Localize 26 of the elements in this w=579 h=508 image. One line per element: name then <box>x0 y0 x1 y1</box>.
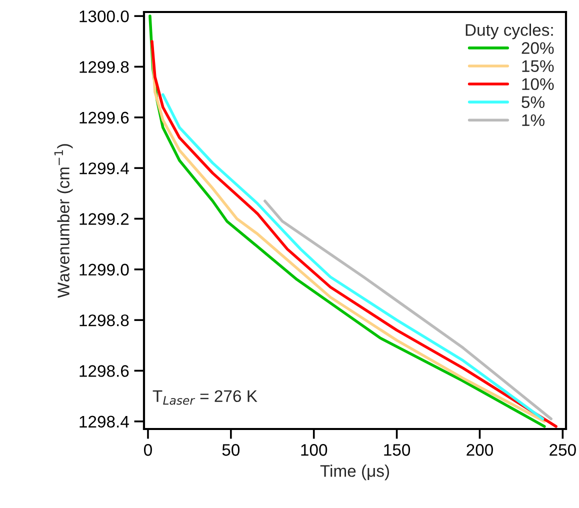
legend-label: 1% <box>522 114 544 126</box>
x-tick-label: 0 <box>144 444 152 456</box>
y-tick-label: 1299.8 <box>80 61 129 73</box>
line-series <box>264 200 552 420</box>
y-tick-label: 1299.4 <box>80 162 129 174</box>
x-tick-label: 150 <box>384 444 410 456</box>
x-tick-label: 200 <box>466 444 493 456</box>
legend-label: 20% <box>522 42 554 54</box>
y-tick-label: 1299.2 <box>80 213 129 225</box>
y-tick-label: 1299.6 <box>80 112 129 124</box>
x-tick-label: 100 <box>301 444 328 456</box>
y-tick-label: 1299.0 <box>80 264 129 276</box>
y-tick-label: 1298.8 <box>80 314 129 326</box>
y-tick-label: 1300.0 <box>80 10 129 22</box>
line-series <box>162 93 544 420</box>
x-axis-title: Time (μs) <box>320 464 390 480</box>
legend-label: 15% <box>522 60 554 72</box>
y-tick-label: 1298.4 <box>80 416 129 428</box>
y-tick-label: 1298.6 <box>80 365 129 377</box>
y-axis-title: Wavenumber (cm$^{−1}$) <box>54 144 73 298</box>
legend-title: Duty cycles: <box>466 24 553 40</box>
x-tick-label: 50 <box>222 444 240 456</box>
legend-label: 5% <box>522 96 544 108</box>
annotation: T$_{Laser}$ = 276 K <box>152 390 258 405</box>
x-tick-label: 250 <box>550 444 576 456</box>
legend-label: 10% <box>522 78 554 90</box>
